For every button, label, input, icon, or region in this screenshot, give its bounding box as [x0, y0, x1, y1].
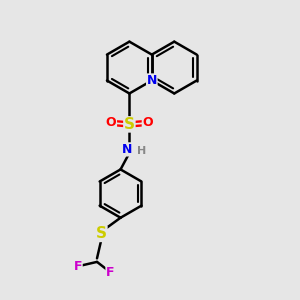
Text: O: O [142, 116, 153, 129]
Text: N: N [122, 143, 132, 156]
Text: F: F [74, 260, 82, 273]
Text: O: O [106, 116, 116, 129]
Text: S: S [96, 226, 107, 242]
Text: S: S [124, 117, 135, 132]
Text: H: H [137, 146, 146, 156]
Text: N: N [147, 74, 157, 87]
Text: F: F [106, 266, 115, 279]
